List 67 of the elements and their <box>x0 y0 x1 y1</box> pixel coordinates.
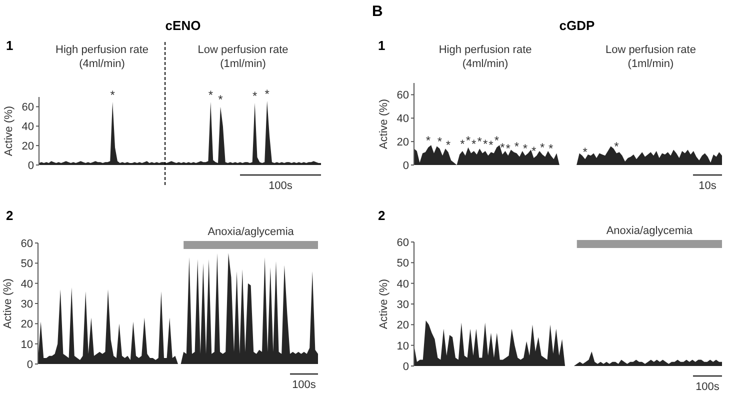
data-label: * <box>110 88 116 102</box>
data-label: * <box>446 138 451 152</box>
data-label: * <box>500 140 506 154</box>
data-label: * <box>531 144 536 158</box>
y-axis-title: Active (%) <box>3 106 15 156</box>
y-tick-label: 0 <box>402 160 409 172</box>
y-tick-label: 50 <box>396 258 409 270</box>
y-tick-label: 50 <box>20 258 33 270</box>
data-label: * <box>472 136 477 151</box>
y-tick-label: 0 <box>26 359 33 371</box>
y-tick-label: 10 <box>396 340 409 352</box>
data-label: * <box>466 133 471 148</box>
text: 100s <box>292 379 316 391</box>
y-axis-title: Active (%) <box>378 98 390 150</box>
y-tick-label: 20 <box>396 136 409 149</box>
chart-title: cENO <box>165 18 201 33</box>
y-tick-label: 20 <box>22 140 34 153</box>
y-tick-label: 0 <box>402 361 409 373</box>
text: 2 <box>378 208 386 223</box>
data-label: * <box>218 92 224 107</box>
data-label: * <box>488 138 494 152</box>
data-label: * <box>614 139 620 154</box>
text: Low perfusion rate (1ml/min) <box>198 44 288 70</box>
data-label: * <box>252 88 258 103</box>
y-tick-label: 60 <box>22 102 34 114</box>
y-axis-title: Active (%) <box>378 278 390 330</box>
data-label: * <box>494 133 500 148</box>
chart-title: cGDP <box>559 18 596 33</box>
y-axis-title: Active (%) <box>2 278 14 329</box>
y-tick-label: 10 <box>20 338 33 351</box>
y-tick-label: 30 <box>20 298 33 310</box>
y-tick-label: 20 <box>20 318 33 331</box>
y-tick-label: 60 <box>20 238 33 250</box>
y-tick-label: 40 <box>396 113 409 126</box>
text: 10s <box>698 180 717 192</box>
text: Low perfusion rate (1ml/min) <box>605 44 696 70</box>
y-tick-label: 40 <box>396 278 409 290</box>
y-tick-label: 40 <box>20 278 33 290</box>
y-tick-label: 0 <box>28 160 34 172</box>
data-label: * <box>477 134 482 149</box>
y-tick-label: 30 <box>396 299 409 311</box>
data-label: * <box>426 133 431 148</box>
text: High perfusion rate (4ml/min) <box>56 44 149 70</box>
data-label: * <box>482 136 488 151</box>
text: Anoxia/aglycemia <box>208 226 295 238</box>
text: High perfusion rate (4ml/min) <box>438 44 532 70</box>
text: Anoxia/aglycemia <box>606 225 694 237</box>
data-label: * <box>460 136 466 151</box>
text: 2 <box>6 208 14 223</box>
y-tick-label: 60 <box>396 237 409 249</box>
data-label: * <box>548 142 554 156</box>
text: B <box>372 3 383 20</box>
text: 1 <box>6 38 14 53</box>
text: 100s <box>696 381 720 393</box>
data-label: * <box>522 142 528 156</box>
data-label: * <box>514 139 520 154</box>
data-label: * <box>208 88 214 102</box>
data-label: * <box>264 86 270 101</box>
text: 100s <box>268 180 293 192</box>
y-tick-label: 60 <box>396 90 409 102</box>
data-label: * <box>582 145 588 160</box>
data-label: * <box>437 134 442 149</box>
y-tick-label: 20 <box>396 320 409 332</box>
data-label: * <box>540 140 545 154</box>
data-label: * <box>506 142 511 156</box>
text: 1 <box>378 38 386 53</box>
y-tick-label: 40 <box>22 121 34 134</box>
